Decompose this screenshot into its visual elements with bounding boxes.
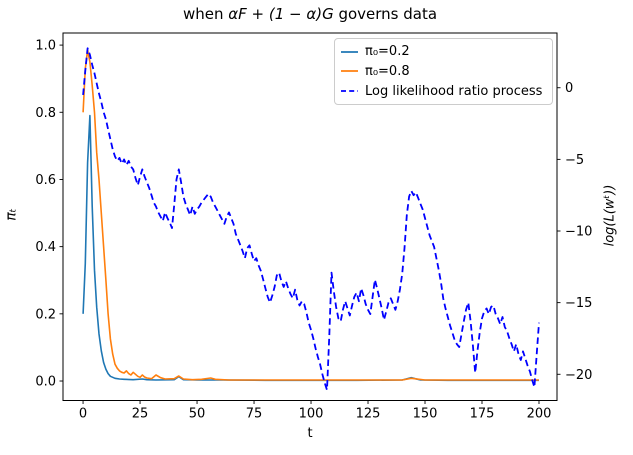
y-left-tick-label: 0.0 [35,375,56,390]
y-right-tick-label: −5 [565,153,584,168]
legend: π₀=0.2 π₀=0.8 Log likelihood ratio proce… [334,38,553,105]
legend-line-sample-solid-orange [341,70,358,73]
chart-title: when αF + (1 − α)G governs data [63,5,557,23]
y-right-tick-label: 0 [565,81,573,96]
x-tick-label: 150 [413,407,438,422]
legend-label: π₀=0.8 [365,63,410,79]
x-tick-label: 100 [299,407,324,422]
x-tick-label: 125 [356,407,381,422]
legend-item-pi0-02: π₀=0.2 [335,44,552,59]
series-line-1 [82,49,539,381]
legend-label: Log likelihood ratio process [365,83,543,99]
legend-item-log-likelihood: Log likelihood ratio process [335,84,552,99]
x-axis-label: t [307,426,313,441]
y-axis-label-right: log(L(wᵗ)) [602,184,618,247]
series-line-0 [82,114,539,382]
chart-title-suffix: governs data [333,5,438,23]
y-right-tick-label: −20 [565,368,592,383]
y-left-tick-label: 1.0 [35,39,56,54]
legend-line-sample-solid-teal [341,50,358,53]
series-line-2 [82,47,540,391]
chart-title-math: αF + (1 − α)G [228,5,334,23]
x-tick-label: 200 [527,407,552,422]
y-axis-label-left: πₜ [3,208,20,221]
x-tick-label: 25 [132,407,149,422]
y-right-tick-label: −10 [565,225,592,240]
y-left-tick-label: 0.8 [35,106,56,121]
axes-spines [62,32,558,401]
x-tick-label: 75 [246,407,263,422]
legend-item-pi0-08: π₀=0.8 [335,64,552,79]
y-right-tick-label: −15 [565,296,592,311]
x-tick-label: 50 [189,407,206,422]
chart-title-prefix: when [182,5,229,23]
y-left-tick-label: 0.6 [35,173,56,188]
x-tick-label: 175 [470,407,495,422]
legend-line-sample-dashed-blue [341,90,358,93]
y-left-tick-label: 0.2 [35,307,56,322]
y-left-tick-label: 0.4 [35,240,56,255]
legend-label: π₀=0.2 [365,44,410,60]
x-tick-label: 0 [79,407,87,422]
